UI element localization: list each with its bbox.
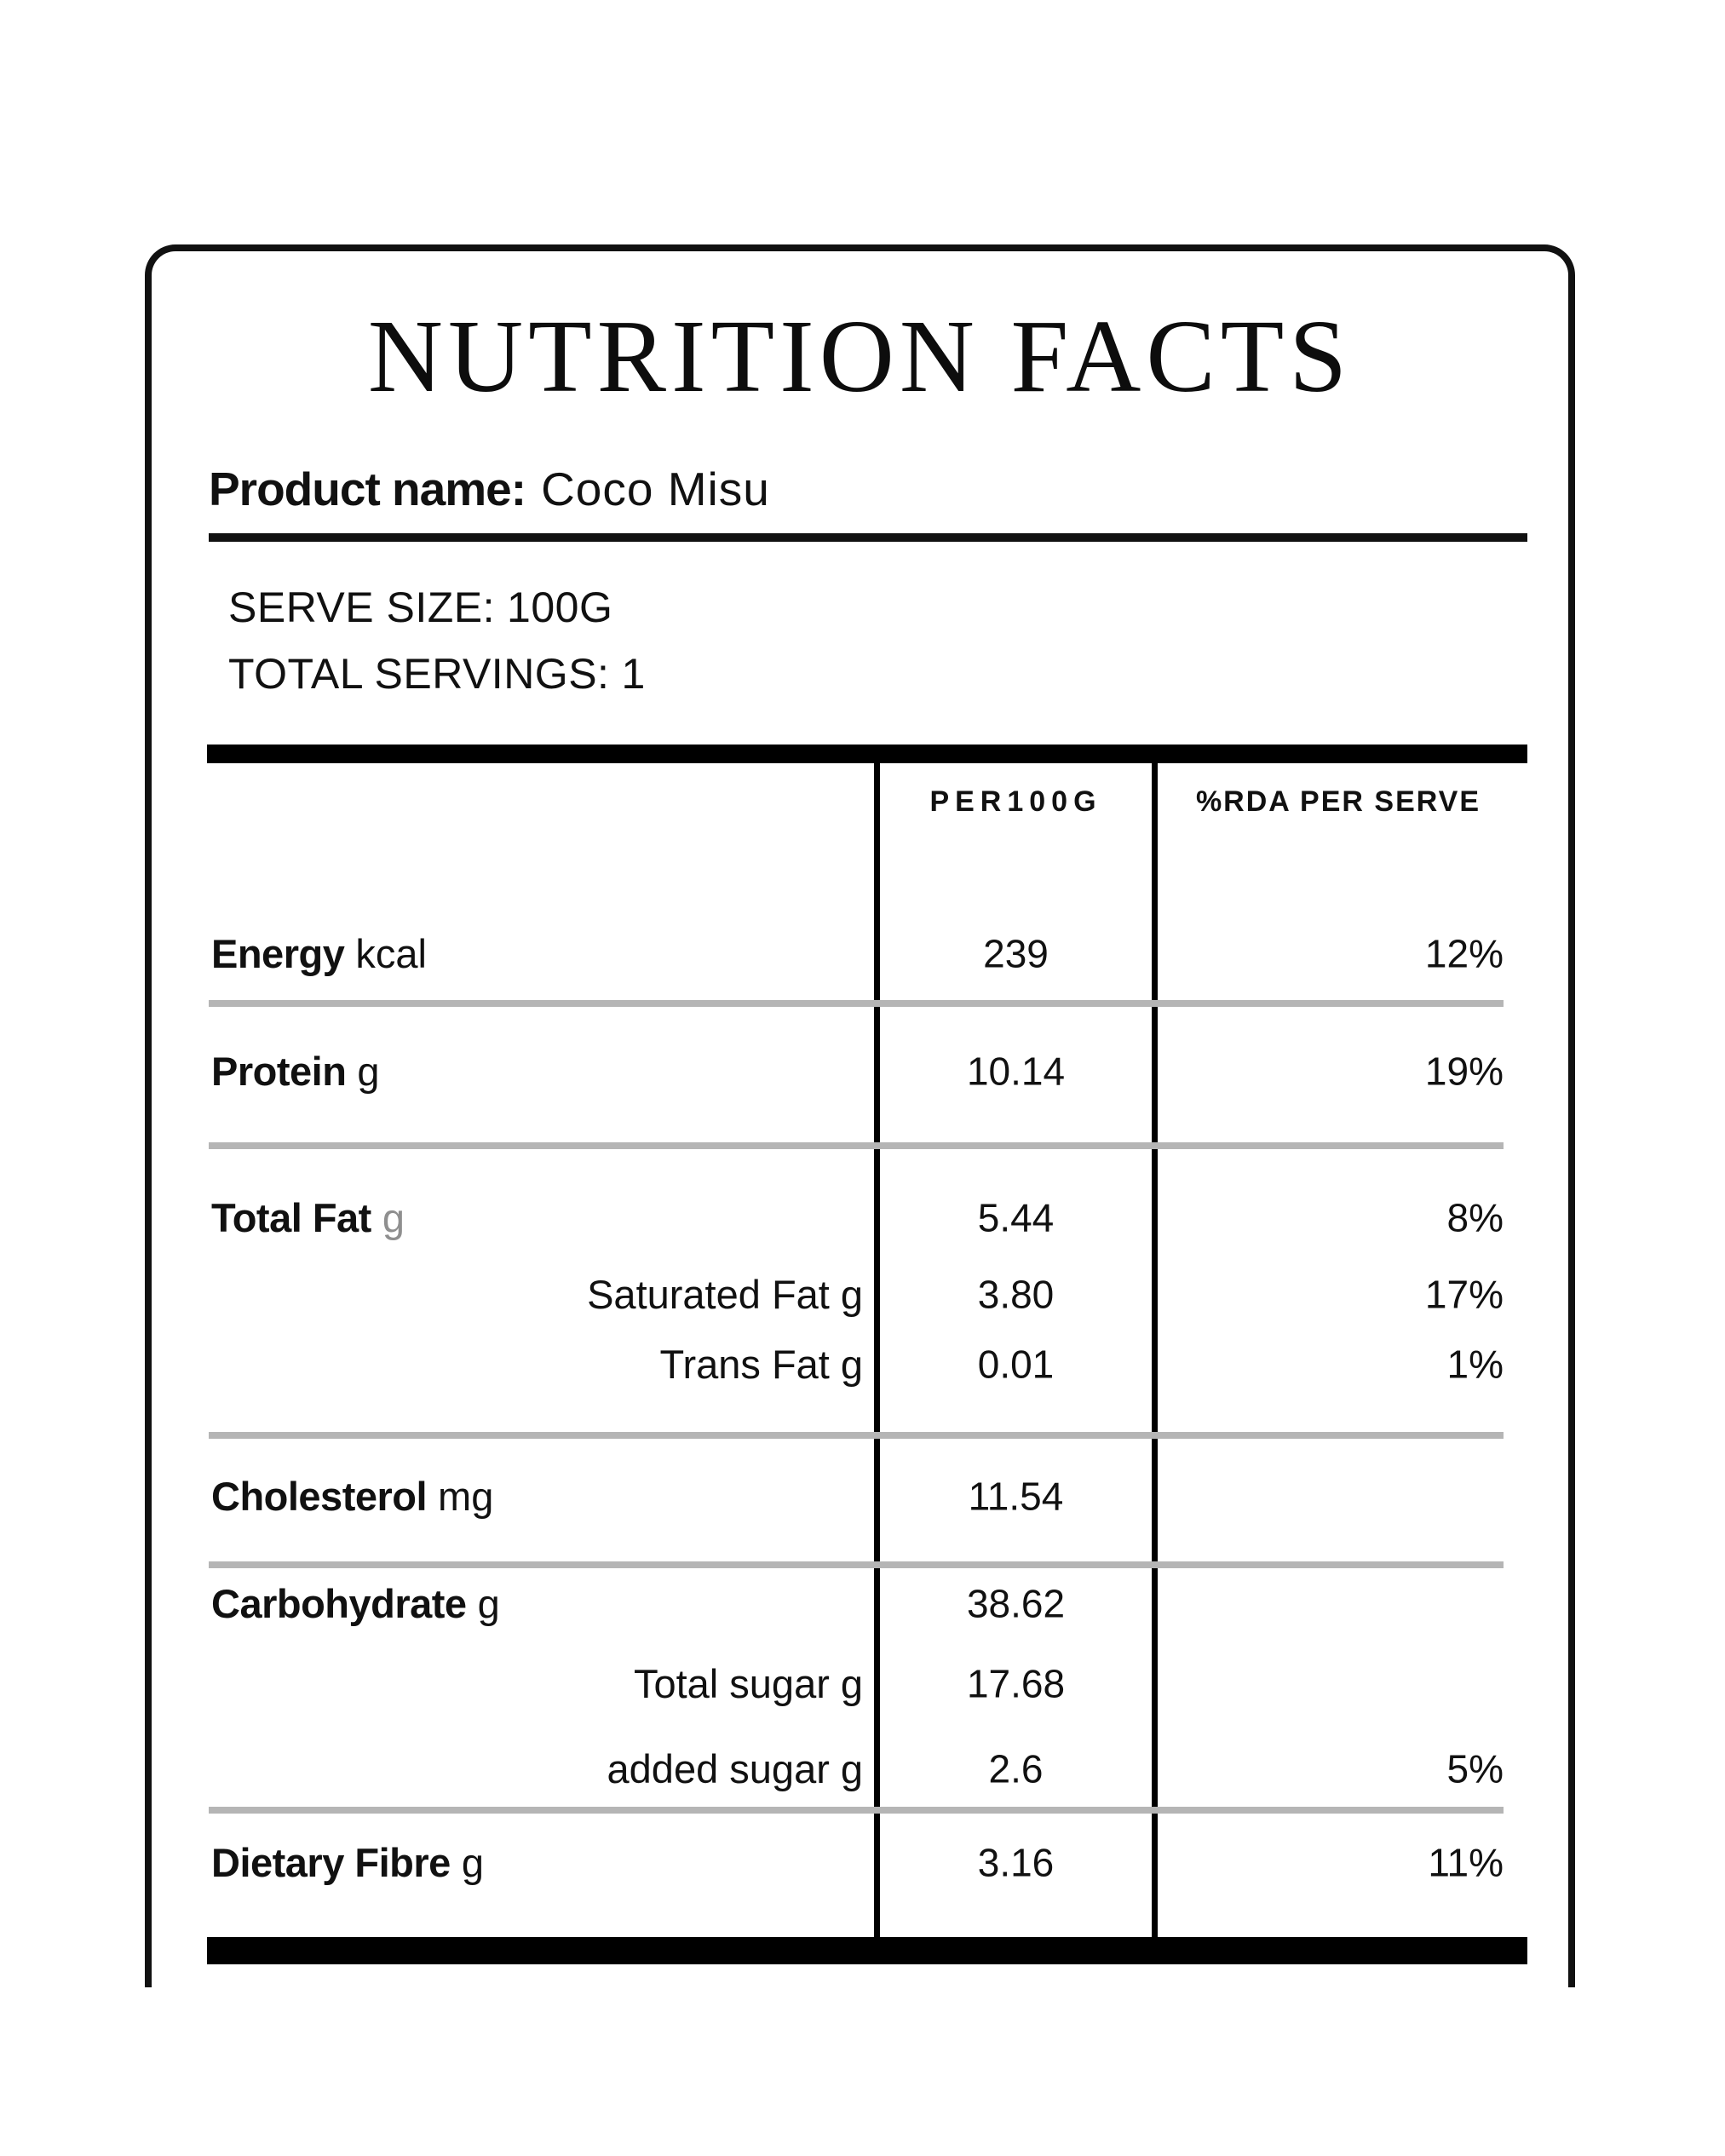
table-column-divider-2 (1152, 760, 1158, 1937)
row-separator (209, 1142, 1504, 1149)
value-per-100g: 11.54 (968, 1474, 1064, 1519)
nutrient-label: Dietary Fibre (211, 1839, 451, 1885)
nutrient-unit: g (477, 1580, 500, 1626)
value-rda-per-serve: 12% (1424, 931, 1504, 976)
nutrient-name: Protein g (211, 1049, 863, 1095)
value-per-100g: 0.01 (977, 1342, 1055, 1387)
nutrient-label: Protein (211, 1048, 347, 1094)
product-divider-rule (209, 533, 1527, 542)
row-separator (209, 1807, 1504, 1814)
value-per-100g: 5.44 (977, 1195, 1055, 1240)
value-per-100g: 2.6 (988, 1746, 1044, 1791)
column-header-rda: %RDA PER SERVE (1195, 785, 1481, 818)
value-rda-per-serve: 11% (1428, 1840, 1504, 1885)
serve-size-line: SERVE SIZE: 100G (228, 583, 612, 632)
row-separator (209, 1000, 1504, 1007)
value-per-100g: 38.62 (966, 1581, 1066, 1626)
total-servings-label: TOTAL SERVINGS: (228, 650, 610, 698)
value-rda-per-serve: 19% (1424, 1049, 1504, 1094)
nutrient-name: Total Fat g (211, 1195, 863, 1241)
nutrient-name: Total sugar g (211, 1661, 863, 1707)
serve-size-label: SERVE SIZE: (228, 584, 496, 631)
nutrient-name: added sugar g (211, 1746, 863, 1792)
nutrient-unit: kcal (355, 930, 427, 976)
row-separator (209, 1432, 1504, 1439)
nutrient-unit: g (382, 1194, 405, 1240)
nutrient-label: Trans Fat (659, 1341, 830, 1387)
table-top-bar (207, 745, 1527, 763)
nutrient-unit: g (840, 1271, 863, 1317)
nutrient-label: Total Fat (211, 1194, 371, 1240)
nutrient-name: Dietary Fibre g (211, 1840, 863, 1886)
nutrient-name: Carbohydrate g (211, 1581, 863, 1627)
value-per-100g: 3.16 (977, 1840, 1055, 1885)
nutrient-label: Carbohydrate (211, 1580, 467, 1626)
table-bottom-bar (207, 1937, 1527, 1964)
value-per-100g: 17.68 (966, 1661, 1066, 1706)
nutrient-label: Saturated Fat (587, 1271, 830, 1317)
column-header-per100g: PER100G (929, 785, 1102, 818)
table-column-divider-1 (874, 760, 880, 1937)
product-name-line: Product name: Coco Misu (209, 462, 770, 516)
value-per-100g: 239 (983, 931, 1049, 976)
total-servings-value: 1 (621, 650, 646, 698)
nutrient-unit: g (840, 1341, 863, 1387)
nutrient-unit: mg (438, 1473, 494, 1519)
nutrient-label: Energy (211, 930, 345, 976)
nutrient-name: Saturated Fat g (211, 1272, 863, 1318)
nutrient-name: Trans Fat g (211, 1342, 863, 1388)
row-separator (209, 1561, 1504, 1568)
value-rda-per-serve: 17% (1424, 1272, 1504, 1317)
nutrient-label: Cholesterol (211, 1473, 428, 1519)
value-per-100g: 10.14 (966, 1049, 1066, 1094)
total-servings-line: TOTAL SERVINGS: 1 (228, 649, 646, 699)
nutrient-unit: g (840, 1660, 863, 1706)
nutrient-label: Total sugar (633, 1660, 830, 1706)
nutrient-unit: g (840, 1745, 863, 1791)
nutrient-name: Energy kcal (211, 931, 863, 977)
value-rda-per-serve: 1% (1446, 1342, 1504, 1387)
serve-size-value: 100G (507, 584, 613, 631)
label-title: NUTRITION FACTS (367, 299, 1353, 414)
nutrient-label: added sugar (607, 1745, 830, 1791)
product-name-value: Coco Misu (541, 463, 770, 515)
product-name-label: Product name: (209, 463, 526, 515)
value-per-100g: 3.80 (977, 1272, 1055, 1317)
value-rda-per-serve: 5% (1446, 1746, 1504, 1791)
nutrient-name: Cholesterol mg (211, 1474, 863, 1520)
nutrient-unit: g (357, 1048, 380, 1094)
value-rda-per-serve: 8% (1446, 1195, 1504, 1240)
nutrient-unit: g (461, 1839, 484, 1885)
